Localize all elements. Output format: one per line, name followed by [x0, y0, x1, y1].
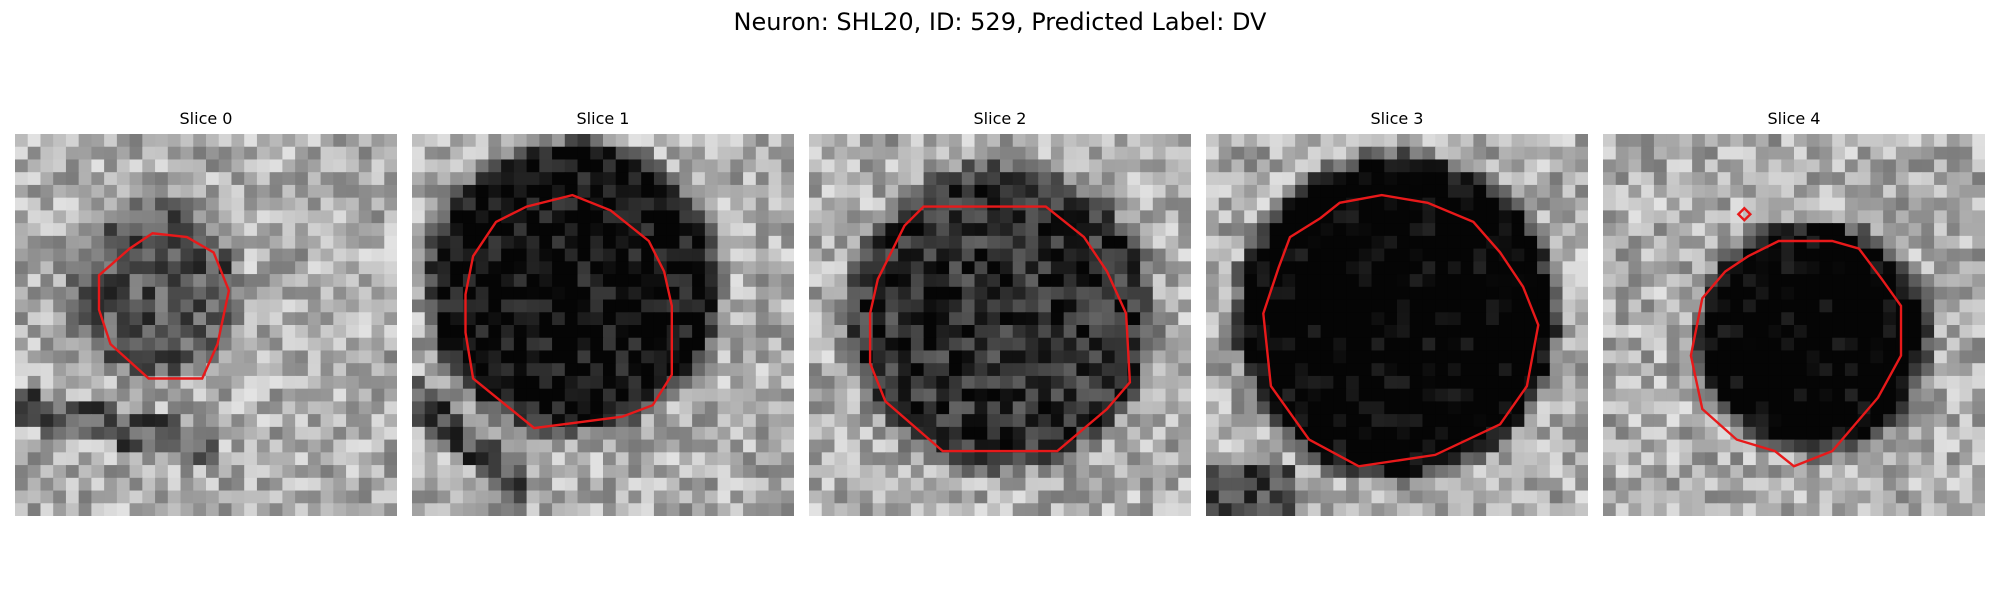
segmentation-contour [97, 232, 231, 380]
grayscale-pixel-grid [1603, 134, 1985, 516]
slice-title: Slice 0 [179, 109, 233, 128]
slice-panel-2: Slice 2 [809, 108, 1191, 516]
grayscale-pixel-grid [412, 134, 794, 516]
slice-image-1 [412, 134, 794, 516]
slice-image-2 [809, 134, 1191, 516]
small-contour-marker [1736, 206, 1753, 222]
slice-image-3 [1206, 134, 1588, 516]
grayscale-pixel-grid [1206, 134, 1588, 516]
slice-panel-4: Slice 4 [1603, 108, 1985, 516]
slice-panel-0: Slice 0 [15, 108, 397, 516]
grayscale-pixel-grid [15, 134, 397, 516]
slice-title: Slice 1 [576, 109, 630, 128]
segmentation-contour [464, 193, 673, 430]
segmentation-contour [1262, 193, 1540, 468]
slice-title: Slice 3 [1370, 109, 1424, 128]
slice-panel-3: Slice 3 [1206, 108, 1588, 516]
slice-title: Slice 4 [1767, 109, 1821, 128]
slice-panel-1: Slice 1 [412, 108, 794, 516]
segmentation-contour [1689, 239, 1903, 468]
grayscale-pixel-grid [809, 134, 1191, 516]
segmentation-contour [868, 205, 1132, 453]
slice-title: Slice 2 [973, 109, 1027, 128]
slice-image-4 [1603, 134, 1985, 516]
figure-title: Neuron: SHL20, ID: 529, Predicted Label:… [733, 8, 1267, 36]
slice-image-0 [15, 134, 397, 516]
